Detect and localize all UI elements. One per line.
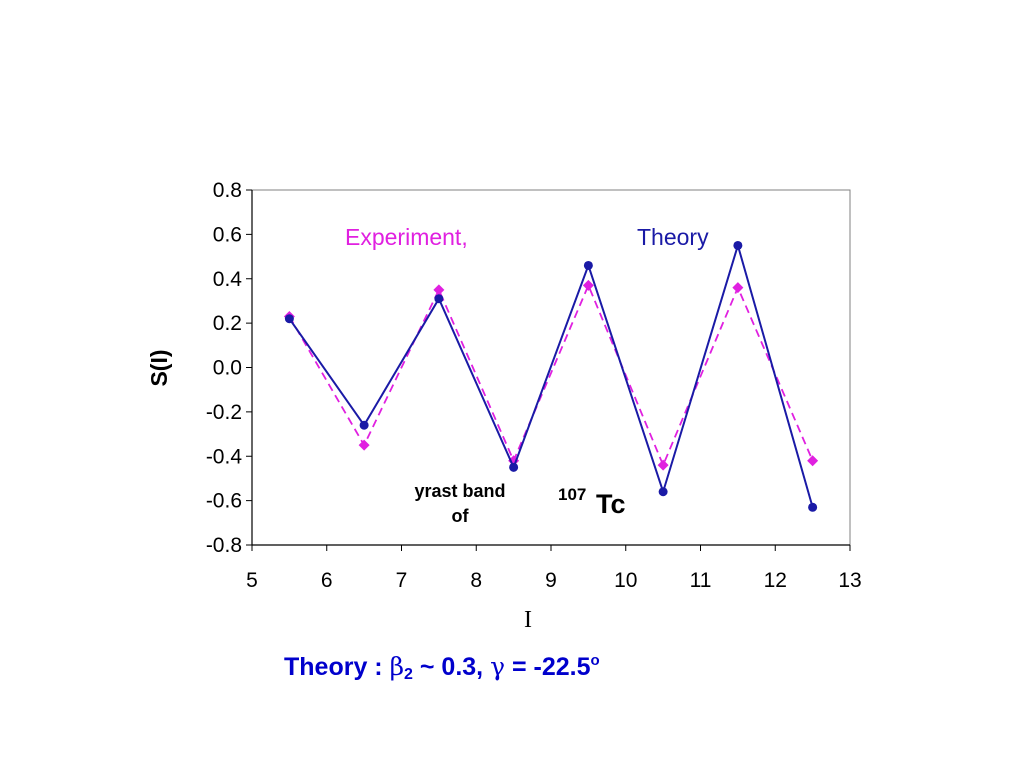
y-tick-label: 0.6 [213, 223, 242, 246]
x-axis-title: I [524, 607, 532, 633]
theory-point [808, 502, 818, 512]
y-tick-label: -0.4 [206, 445, 243, 468]
theory-point [509, 462, 519, 472]
theory-point [583, 260, 593, 270]
annotation-of: of [452, 506, 470, 526]
experiment-series-line [288, 283, 814, 468]
x-tick-label: 13 [838, 569, 861, 592]
caption-gamma-symbol: γ [490, 652, 506, 681]
annotation-nucleus-symbol: Tc [596, 489, 626, 519]
x-tick-label: 12 [764, 569, 787, 592]
experiment-point [657, 459, 669, 471]
chart-series-layer [283, 240, 819, 512]
x-tick-label: 6 [321, 569, 333, 592]
legend-experiment-label: Experiment, [345, 224, 468, 250]
experiment-point [433, 284, 445, 296]
x-tick-label: 8 [470, 569, 482, 592]
theory-point [284, 314, 294, 324]
experiment-point [358, 439, 370, 451]
chart-axes: 0.8 0.6 0.4 0.2 0.0 -0.2 -0.4 -0.6 -0.85 6 7 8 9 10 11… [206, 179, 862, 592]
theory-series-line [288, 241, 814, 508]
theory-point [658, 487, 668, 497]
theory-parameters-caption: Theory : β2 ~ 0.3, γ = -22.5o [284, 652, 600, 684]
theory-point [359, 420, 369, 430]
y-tick-label: 0.8 [213, 179, 242, 202]
experiment-point [732, 282, 744, 294]
x-tick-label: 7 [396, 569, 408, 592]
y-tick-label: 0.4 [213, 268, 243, 291]
x-tick-label: 11 [690, 569, 712, 592]
x-tick-label: 5 [246, 569, 258, 592]
annotation-nucleus-mass: 107 [558, 485, 586, 504]
legend-theory-label: Theory [637, 224, 709, 250]
annotation-yrast-band: yrast band [414, 481, 505, 501]
x-tick-label: 10 [614, 569, 637, 592]
caption-beta-value: ~ 0.3, [412, 653, 491, 681]
caption-beta-symbol: β [389, 652, 405, 681]
experiment-point [582, 279, 594, 291]
y-tick-label: -0.6 [206, 490, 242, 513]
y-tick-label: 0.2 [213, 312, 242, 335]
caption-gamma-value: = -22.5 [505, 653, 591, 681]
theory-point [733, 240, 743, 250]
caption-degree-superscript: o [590, 652, 600, 669]
theory-point [434, 294, 444, 304]
caption-beta-subscript: 2 [404, 666, 413, 683]
y-tick-label: -0.8 [206, 534, 242, 557]
y-tick-label: 0.0 [213, 357, 242, 380]
experiment-point [807, 455, 819, 467]
y-tick-label: -0.2 [206, 401, 242, 424]
y-axis-title: S(I) [146, 349, 172, 386]
x-tick-label: 9 [545, 569, 557, 592]
caption-prefix: Theory : [284, 653, 390, 681]
